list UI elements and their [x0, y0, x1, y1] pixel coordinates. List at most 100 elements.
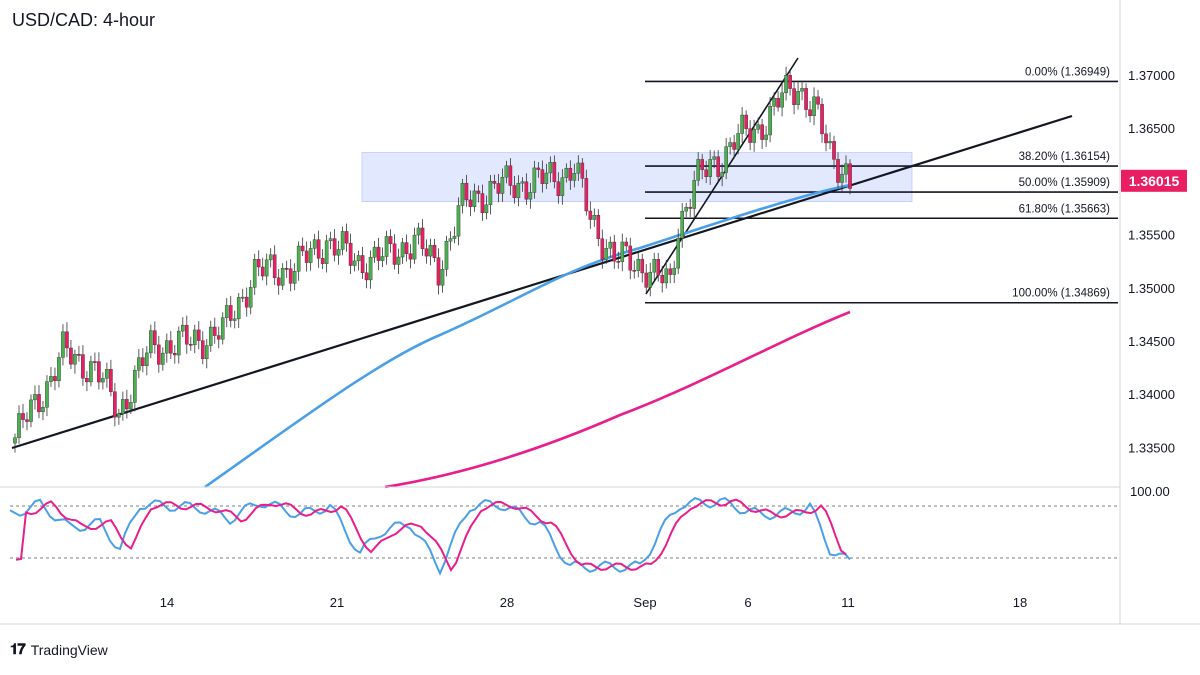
candle	[192, 324, 197, 354]
candle	[224, 298, 229, 328]
candle	[49, 367, 53, 387]
candle	[264, 253, 269, 286]
candle	[572, 163, 577, 188]
candle	[276, 268, 281, 295]
candle	[604, 239, 609, 264]
candle	[500, 168, 505, 202]
time-tick-label: 28	[500, 595, 514, 610]
candle	[480, 184, 485, 221]
candle	[97, 352, 101, 390]
candle	[61, 324, 65, 366]
candle	[252, 253, 257, 295]
candle	[832, 135, 836, 169]
candle	[396, 248, 401, 274]
candle	[81, 345, 85, 386]
candle	[828, 132, 832, 150]
candle	[756, 117, 760, 134]
candle	[200, 331, 205, 365]
candle	[141, 348, 145, 373]
candle	[129, 394, 133, 414]
candle	[552, 155, 557, 189]
candle	[65, 322, 69, 358]
candle	[69, 339, 73, 370]
candle	[41, 400, 45, 421]
candle	[728, 137, 732, 155]
candle	[288, 259, 293, 292]
candle	[248, 280, 253, 315]
candle	[676, 228, 681, 275]
brand-name: TradingView	[30, 641, 108, 658]
candle	[177, 326, 181, 364]
candle	[816, 90, 820, 110]
candle	[720, 163, 724, 187]
candle	[232, 310, 237, 329]
current-price-badge	[1121, 169, 1187, 192]
candle	[77, 345, 81, 362]
candle	[528, 182, 533, 209]
candle	[768, 97, 772, 143]
candle	[448, 231, 453, 251]
candle	[212, 317, 217, 344]
candle	[125, 389, 129, 419]
candle	[776, 91, 780, 112]
candle	[336, 240, 341, 265]
time-tick-label: Sep	[633, 595, 656, 610]
resistance-zone-layer	[361, 152, 913, 202]
candle	[588, 201, 593, 229]
candle	[180, 317, 185, 337]
candle	[808, 100, 812, 123]
candle	[784, 66, 788, 101]
fib-level: 50.00% (1.35909)	[645, 177, 1118, 193]
candle	[456, 197, 461, 246]
candle	[137, 349, 141, 379]
candle	[300, 237, 305, 256]
candle	[708, 150, 712, 185]
candle	[468, 190, 473, 217]
candle	[820, 98, 824, 143]
candle	[121, 391, 125, 421]
stochastic-layer: 100.00	[9, 484, 1170, 576]
candle	[356, 250, 361, 271]
candle	[236, 293, 241, 329]
candle	[420, 219, 425, 256]
candle	[57, 352, 61, 388]
candle	[568, 160, 573, 190]
candle	[692, 170, 696, 218]
candle	[384, 230, 389, 265]
candle	[13, 433, 17, 453]
candle	[376, 237, 381, 271]
candle	[600, 229, 605, 269]
candle	[328, 231, 333, 250]
candle	[220, 312, 225, 345]
candle	[37, 385, 41, 419]
candle	[704, 160, 708, 184]
candle	[648, 262, 653, 297]
fibonacci-layer: 0.00% (1.36949) 38.20% (1.36154) 50.00% (1…	[645, 66, 1118, 304]
candle	[516, 175, 521, 207]
candle	[272, 245, 277, 285]
candle	[840, 164, 844, 192]
candle	[556, 172, 561, 204]
candle	[324, 234, 329, 273]
candle	[444, 235, 449, 277]
candle	[640, 253, 645, 283]
candle	[404, 234, 409, 262]
candle	[460, 178, 465, 214]
candle	[844, 155, 848, 183]
tradingview-logo-icon: 𝟏𝟕	[10, 641, 26, 658]
candle	[548, 156, 553, 183]
candle	[17, 405, 21, 444]
candle	[33, 385, 37, 410]
candle	[45, 375, 49, 417]
fib-label: 0.00% (1.36949)	[1025, 66, 1110, 78]
candle	[340, 226, 345, 256]
candle	[592, 208, 597, 227]
candle	[320, 249, 325, 270]
candle	[636, 251, 641, 278]
candle	[504, 160, 509, 184]
trendline-layer	[11, 57, 1073, 450]
candle	[596, 209, 601, 247]
candle	[73, 349, 77, 374]
moving-averages-layer	[204, 183, 851, 489]
